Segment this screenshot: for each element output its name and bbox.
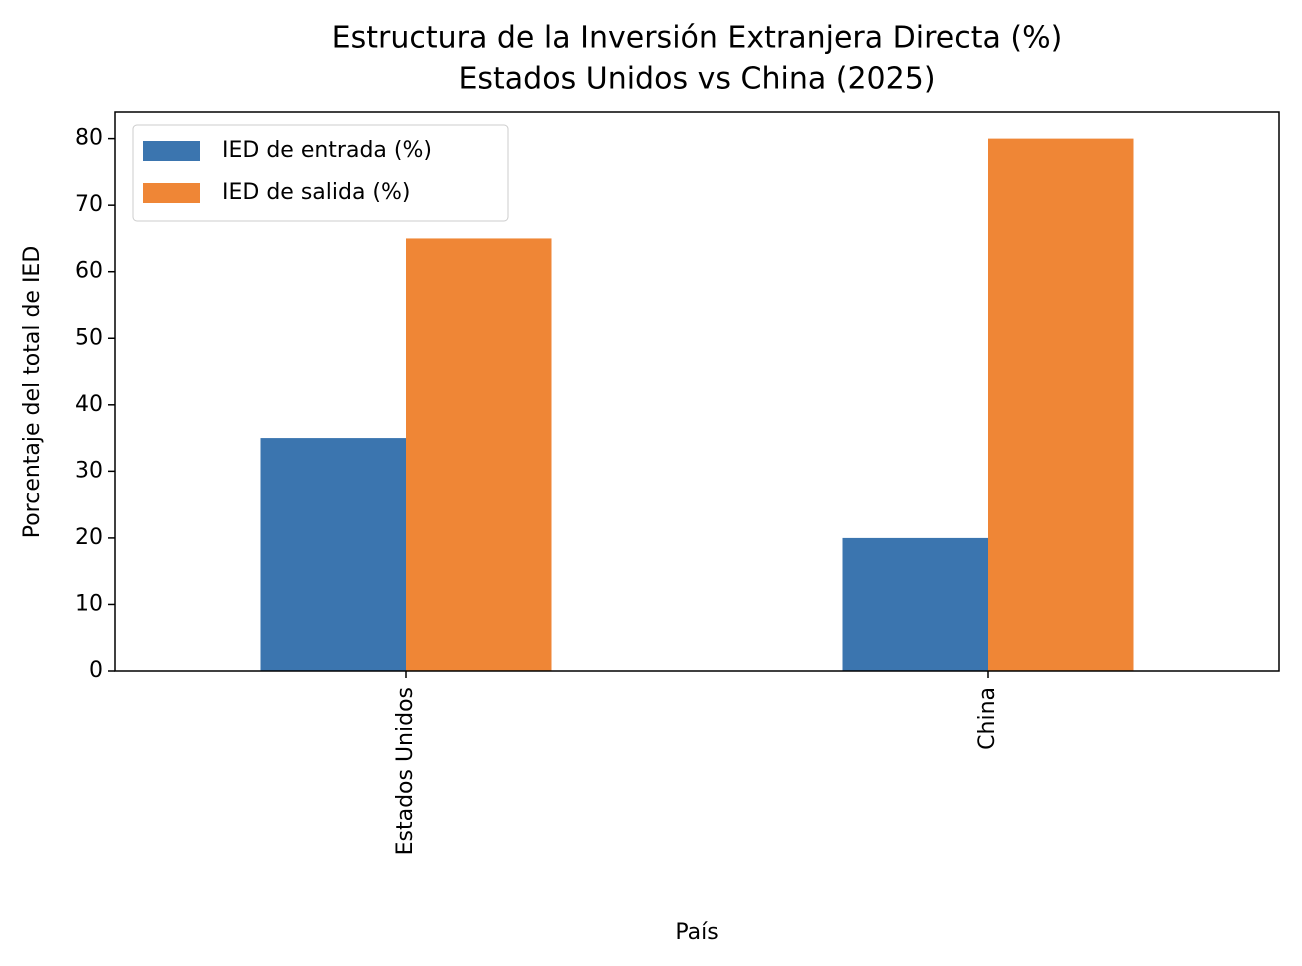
y-tick-label: 60 (75, 259, 103, 284)
legend-label: IED de entrada (%) (222, 138, 432, 163)
y-tick-label: 80 (75, 126, 103, 151)
legend-label: IED de salida (%) (222, 180, 411, 205)
y-axis-label: Porcentaje del total de IED (20, 246, 45, 539)
y-tick-label: 50 (75, 325, 103, 350)
chart-title: Estructura de la Inversión Extranjera Di… (332, 21, 1063, 56)
y-tick-label: 0 (89, 658, 103, 683)
y-tick-label: 40 (75, 392, 103, 417)
y-tick-label: 30 (75, 458, 103, 483)
y-tick-label: 70 (75, 192, 103, 217)
bar (406, 238, 552, 671)
bar (260, 438, 406, 671)
legend-box (132, 124, 509, 222)
legend-swatch (143, 183, 200, 203)
plot-frame (114, 111, 1280, 672)
x-tick-label: Estados Unidos (393, 687, 418, 855)
y-tick-label: 10 (75, 591, 103, 616)
x-tick-label: China (975, 687, 1000, 750)
bar (842, 537, 988, 671)
bar (988, 138, 1134, 672)
y-tick-label: 20 (75, 525, 103, 550)
x-axis-label: País (675, 920, 718, 945)
chart-title: Estados Unidos vs China (2025) (458, 62, 935, 97)
legend-swatch (143, 141, 200, 161)
